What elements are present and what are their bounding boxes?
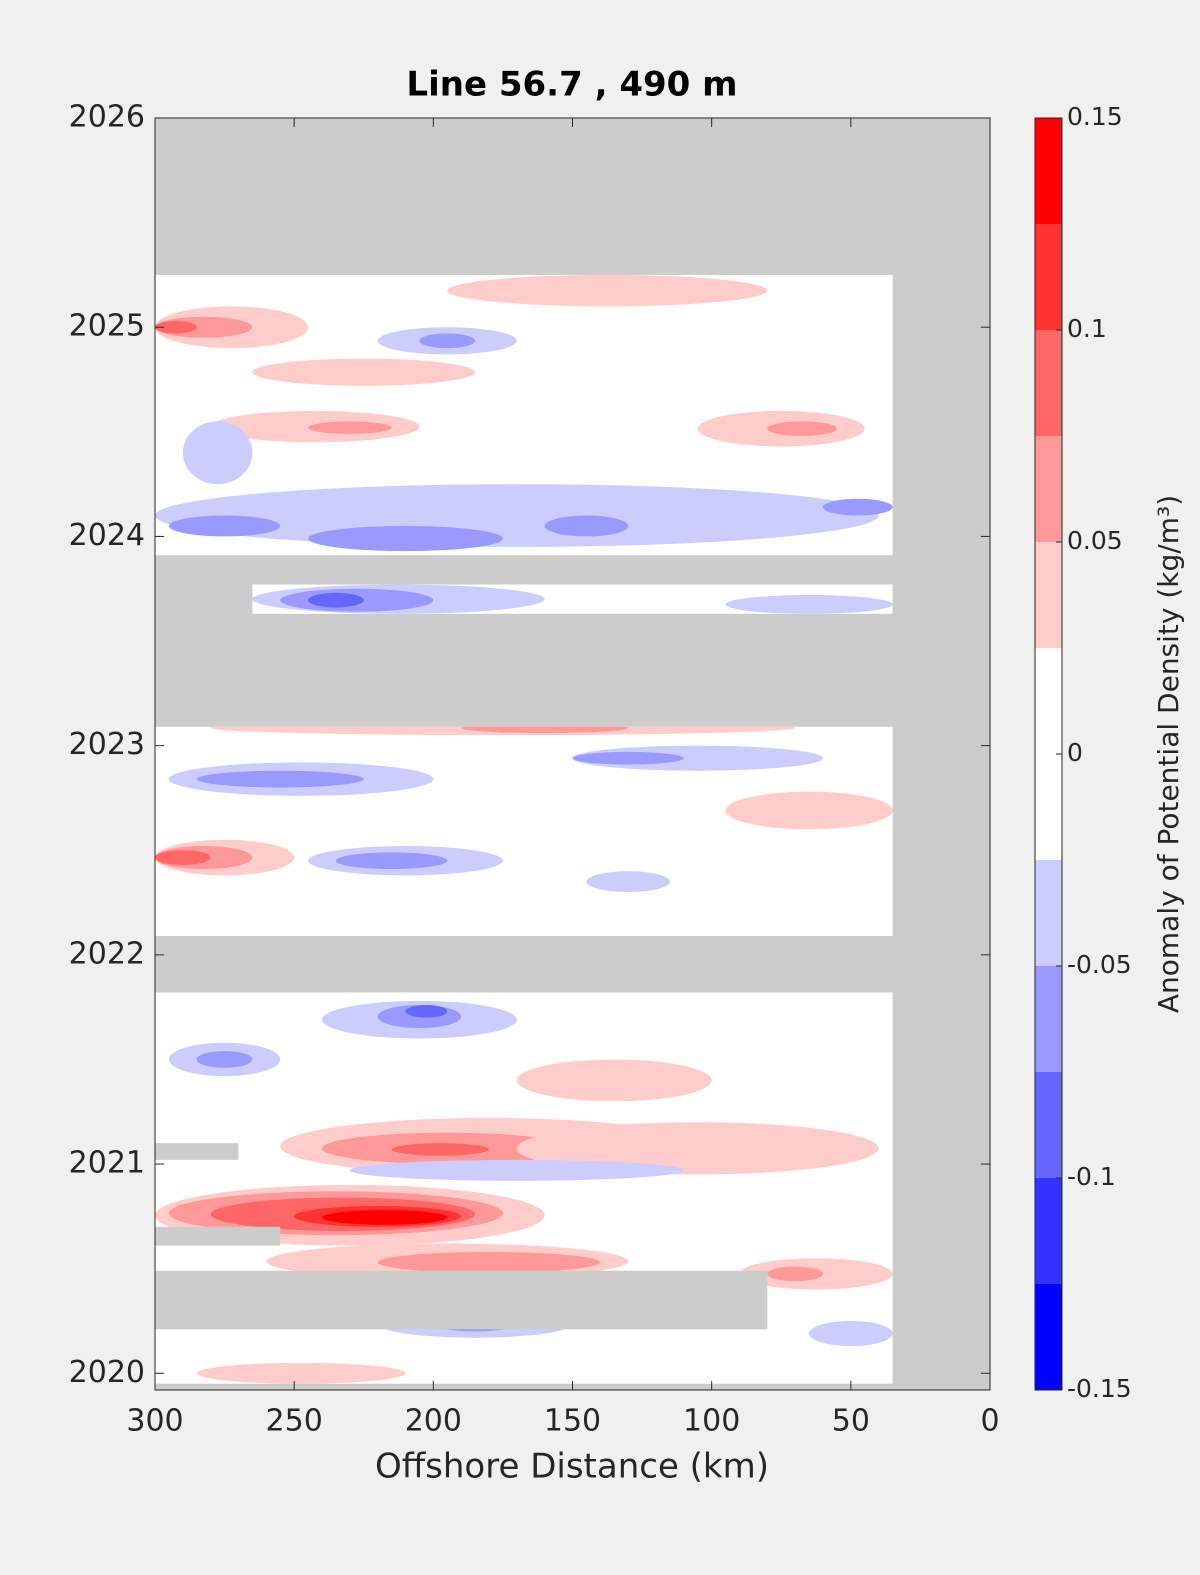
x-tick-label: 100: [683, 1404, 740, 1439]
contour-patch: [196, 1362, 406, 1384]
colorbar-band: [1035, 1284, 1062, 1390]
colorbar-tick-label: 0.1: [1067, 314, 1107, 343]
contour-patch: [767, 1266, 824, 1282]
x-tick-label: 200: [405, 1404, 462, 1439]
contour-fills: [155, 274, 893, 1384]
contour-patch: [322, 1210, 448, 1225]
contour-patch: [252, 358, 476, 386]
contour-patch: [308, 421, 392, 434]
x-axis-label: Offshore Distance (km): [375, 1447, 769, 1487]
contour-patch: [809, 1320, 893, 1347]
contour-patch: [447, 274, 768, 307]
contour-patch: [405, 1005, 448, 1018]
y-tick-label: 2022: [69, 936, 145, 971]
colorbar-band: [1035, 1072, 1062, 1178]
contour-patch: [516, 1122, 879, 1175]
x-tick-label: 150: [544, 1404, 601, 1439]
no-data-gap: [155, 1226, 281, 1246]
contour-patch: [419, 333, 476, 349]
colorbar-band: [1035, 118, 1062, 224]
y-tick-label: 2021: [69, 1146, 145, 1181]
contour-patch: [308, 592, 364, 608]
x-tick-label: 0: [980, 1404, 999, 1439]
contour-patch: [572, 745, 823, 771]
contour-patch: [349, 1159, 684, 1181]
colorbar-band: [1035, 224, 1062, 330]
colorbar-band: [1035, 1178, 1062, 1284]
contour-patch: [155, 850, 211, 865]
colorbar-band: [1035, 330, 1062, 436]
contour-patch: [391, 1143, 489, 1156]
y-tick-label: 2025: [69, 309, 145, 344]
contour-patch: [544, 515, 629, 537]
x-tick-label: 250: [266, 1404, 323, 1439]
colorbar-band: [1035, 542, 1062, 648]
contour-patch: [516, 1059, 712, 1102]
y-tick-label: 2026: [69, 100, 145, 135]
contour-patch: [168, 515, 281, 537]
colorbar-band: [1035, 648, 1062, 754]
colorbar-tick-label: 0: [1067, 738, 1083, 767]
y-tick-label: 2020: [69, 1355, 145, 1390]
contour-patch: [725, 595, 893, 614]
colorbar-band: [1035, 754, 1062, 860]
contour-patch: [196, 770, 364, 788]
contour-patch: [572, 751, 684, 765]
contour-patch: [182, 421, 253, 485]
contour-patch: [823, 498, 893, 516]
contour-patch: [335, 852, 448, 870]
contour-patch: [155, 484, 879, 547]
contour-patch: [377, 1251, 601, 1273]
colorbar-band: [1035, 436, 1062, 542]
no-data-gap: [155, 1143, 239, 1160]
colorbar-band: [1035, 860, 1062, 966]
contour-patch: [155, 320, 197, 334]
chart-title: Line 56.7 , 490 m: [406, 65, 737, 105]
y-tick-label: 2023: [69, 727, 145, 762]
contour-patch: [586, 871, 670, 893]
y-tick-label: 2024: [69, 518, 145, 553]
contour-patch: [196, 1051, 253, 1068]
contour-patch: [308, 525, 503, 552]
contour-patch: [767, 421, 837, 437]
colorbar-label: Anomaly of Potential Density (kg/m³): [1152, 495, 1185, 1013]
x-tick-label: 50: [832, 1404, 870, 1439]
colorbar-tick-label: -0.1: [1067, 1162, 1116, 1191]
colorbar-tick-label: -0.15: [1067, 1374, 1132, 1403]
colorbar-band: [1035, 966, 1062, 1072]
contour-patch: [725, 791, 893, 830]
colorbar-tick-label: 0.15: [1067, 102, 1123, 131]
no-data-gap: [155, 1270, 768, 1330]
colorbar-tick-label: 0.05: [1067, 526, 1123, 555]
colorbar-tick-label: -0.05: [1067, 950, 1132, 979]
x-tick-label: 300: [126, 1404, 183, 1439]
